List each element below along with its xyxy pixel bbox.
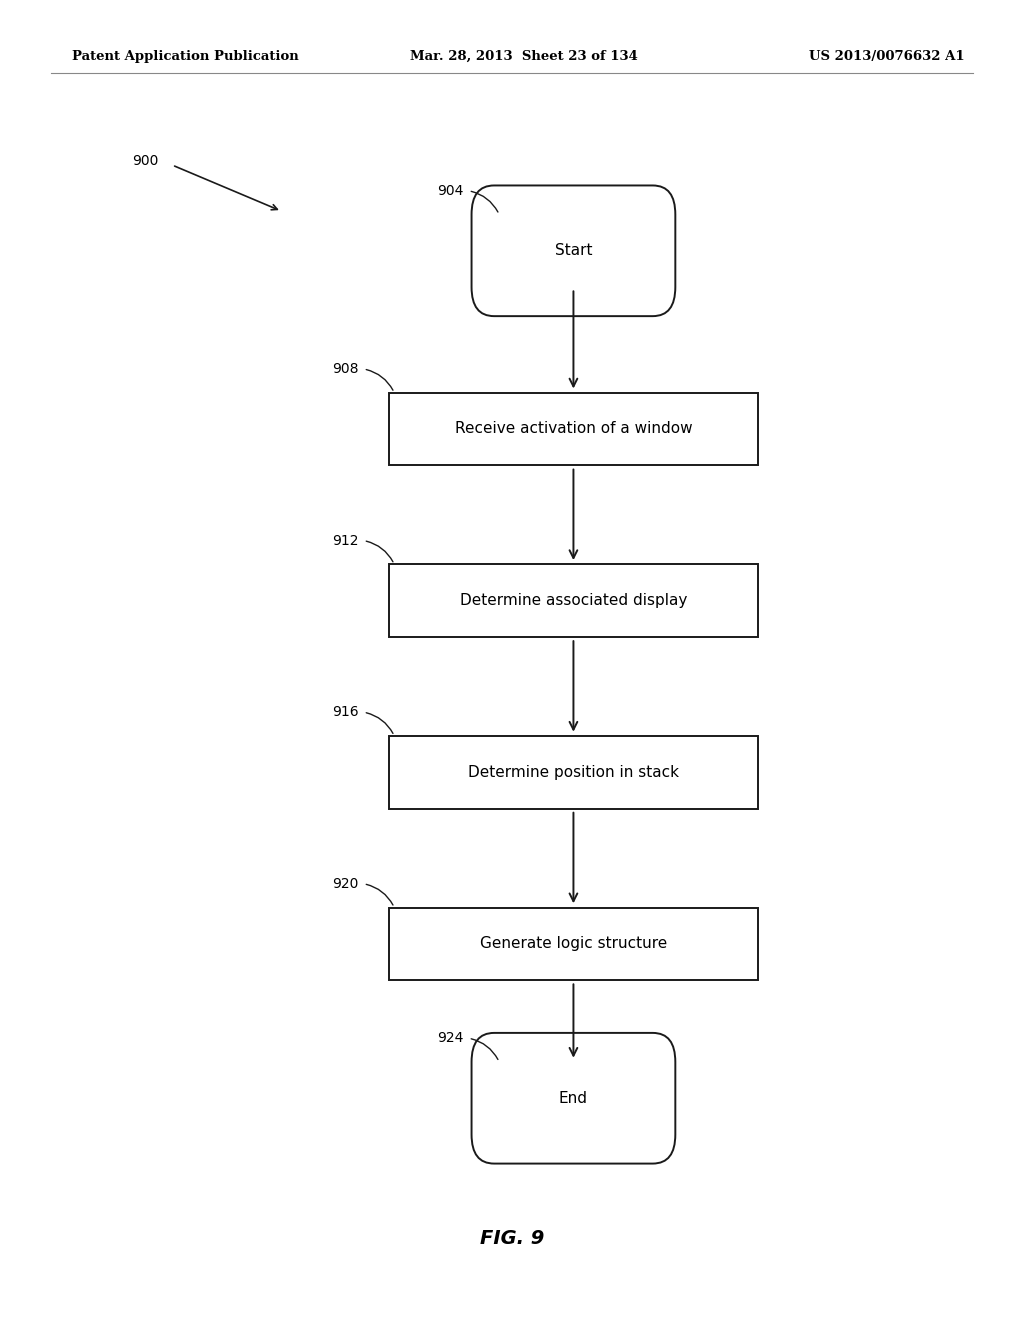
- Text: 912: 912: [332, 533, 358, 548]
- Text: 916: 916: [332, 705, 358, 719]
- FancyBboxPatch shape: [389, 737, 758, 808]
- Text: 908: 908: [332, 362, 358, 376]
- Text: Receive activation of a window: Receive activation of a window: [455, 421, 692, 437]
- Text: Determine associated display: Determine associated display: [460, 593, 687, 609]
- Text: Determine position in stack: Determine position in stack: [468, 764, 679, 780]
- Text: Patent Application Publication: Patent Application Publication: [72, 50, 298, 63]
- FancyBboxPatch shape: [471, 186, 676, 315]
- Text: Generate logic structure: Generate logic structure: [480, 936, 667, 952]
- FancyBboxPatch shape: [471, 1032, 676, 1164]
- Text: End: End: [559, 1090, 588, 1106]
- Text: FIG. 9: FIG. 9: [480, 1229, 544, 1247]
- Text: 900: 900: [132, 154, 159, 168]
- Text: Start: Start: [555, 243, 592, 259]
- FancyBboxPatch shape: [389, 908, 758, 979]
- FancyBboxPatch shape: [389, 392, 758, 465]
- Text: US 2013/0076632 A1: US 2013/0076632 A1: [809, 50, 965, 63]
- Text: 920: 920: [332, 876, 358, 891]
- Text: Mar. 28, 2013  Sheet 23 of 134: Mar. 28, 2013 Sheet 23 of 134: [410, 50, 638, 63]
- Text: 924: 924: [437, 1031, 463, 1045]
- Text: 904: 904: [437, 183, 463, 198]
- FancyBboxPatch shape: [389, 564, 758, 636]
